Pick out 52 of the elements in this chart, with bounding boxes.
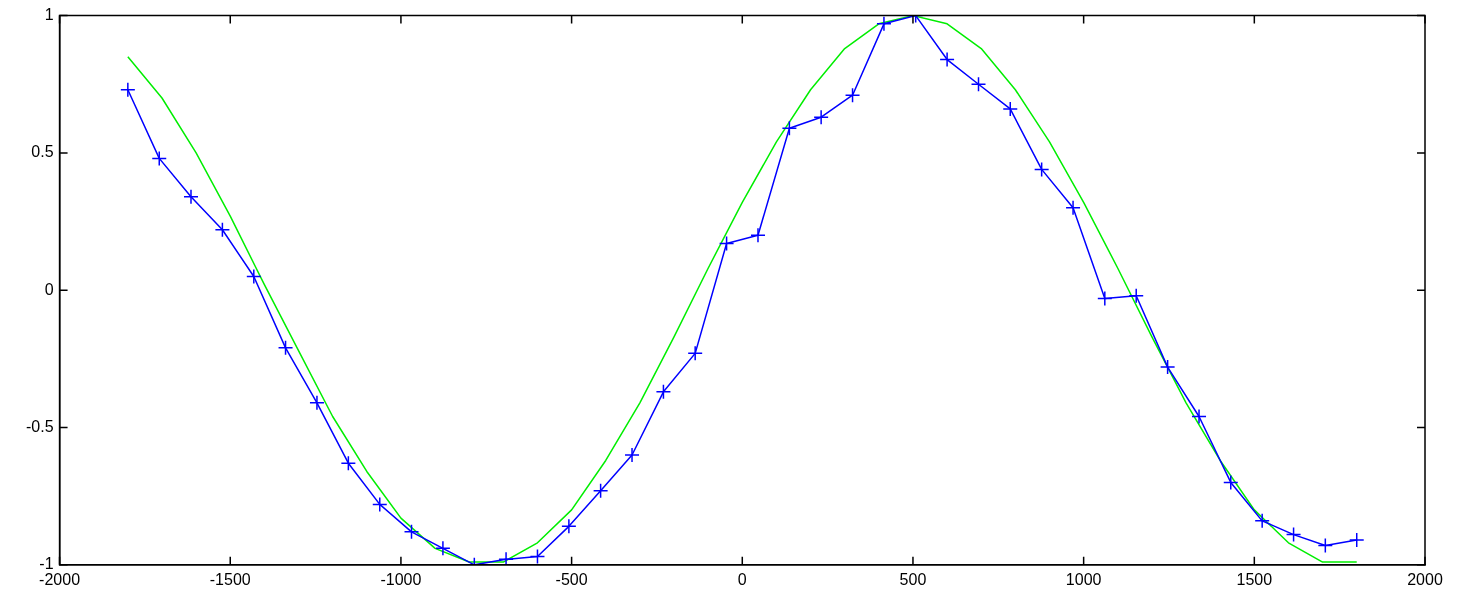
point: [561, 518, 577, 535]
point: [120, 81, 136, 98]
point: [655, 384, 672, 400]
point: [1097, 290, 1113, 307]
x-tick-label: 0: [737, 570, 747, 588]
point: [1223, 474, 1239, 491]
x-tick-label: -1000: [380, 570, 422, 588]
point: [529, 548, 546, 565]
point: [1317, 537, 1334, 554]
x-tick-label: 2000: [1407, 570, 1443, 588]
y-tick-label: 0: [44, 280, 54, 298]
point: [1033, 161, 1050, 178]
point: [372, 496, 388, 513]
point: [1254, 513, 1270, 529]
point: [687, 345, 703, 362]
point: [435, 540, 451, 557]
y-tick-label: -1: [39, 555, 54, 573]
point: [1128, 287, 1144, 304]
point: [939, 51, 955, 68]
point: [813, 109, 829, 125]
point: [403, 524, 420, 540]
point: [718, 235, 735, 252]
x-tick-label: -500: [555, 570, 588, 588]
point: [1159, 359, 1176, 375]
y-tick-label: -0.5: [25, 417, 54, 435]
point: [1191, 408, 1207, 425]
point: [214, 222, 231, 238]
point: [340, 455, 357, 471]
point: [592, 482, 609, 499]
x-tick-label: 500: [899, 570, 927, 588]
y-tick-label: 1: [44, 6, 54, 24]
point: [1065, 200, 1081, 216]
x-tick-label: 1000: [1065, 570, 1102, 588]
point: [183, 189, 199, 205]
point: [1285, 526, 1302, 543]
point: [624, 447, 640, 463]
point: [970, 76, 987, 92]
x-tick-label: -2000: [39, 570, 81, 588]
point: [750, 227, 766, 244]
point: [844, 87, 861, 103]
point: [1348, 532, 1365, 548]
point: [498, 551, 514, 565]
point: [151, 150, 167, 167]
x-tick-label: 1500: [1236, 570, 1273, 588]
point: [309, 395, 325, 411]
point: [246, 268, 262, 285]
point: [277, 340, 294, 356]
x-tick-label: -1500: [209, 570, 251, 588]
point: [781, 120, 798, 136]
point: [1002, 101, 1018, 117]
y-tick-label: 0.5: [31, 143, 54, 161]
point: [876, 16, 892, 32]
